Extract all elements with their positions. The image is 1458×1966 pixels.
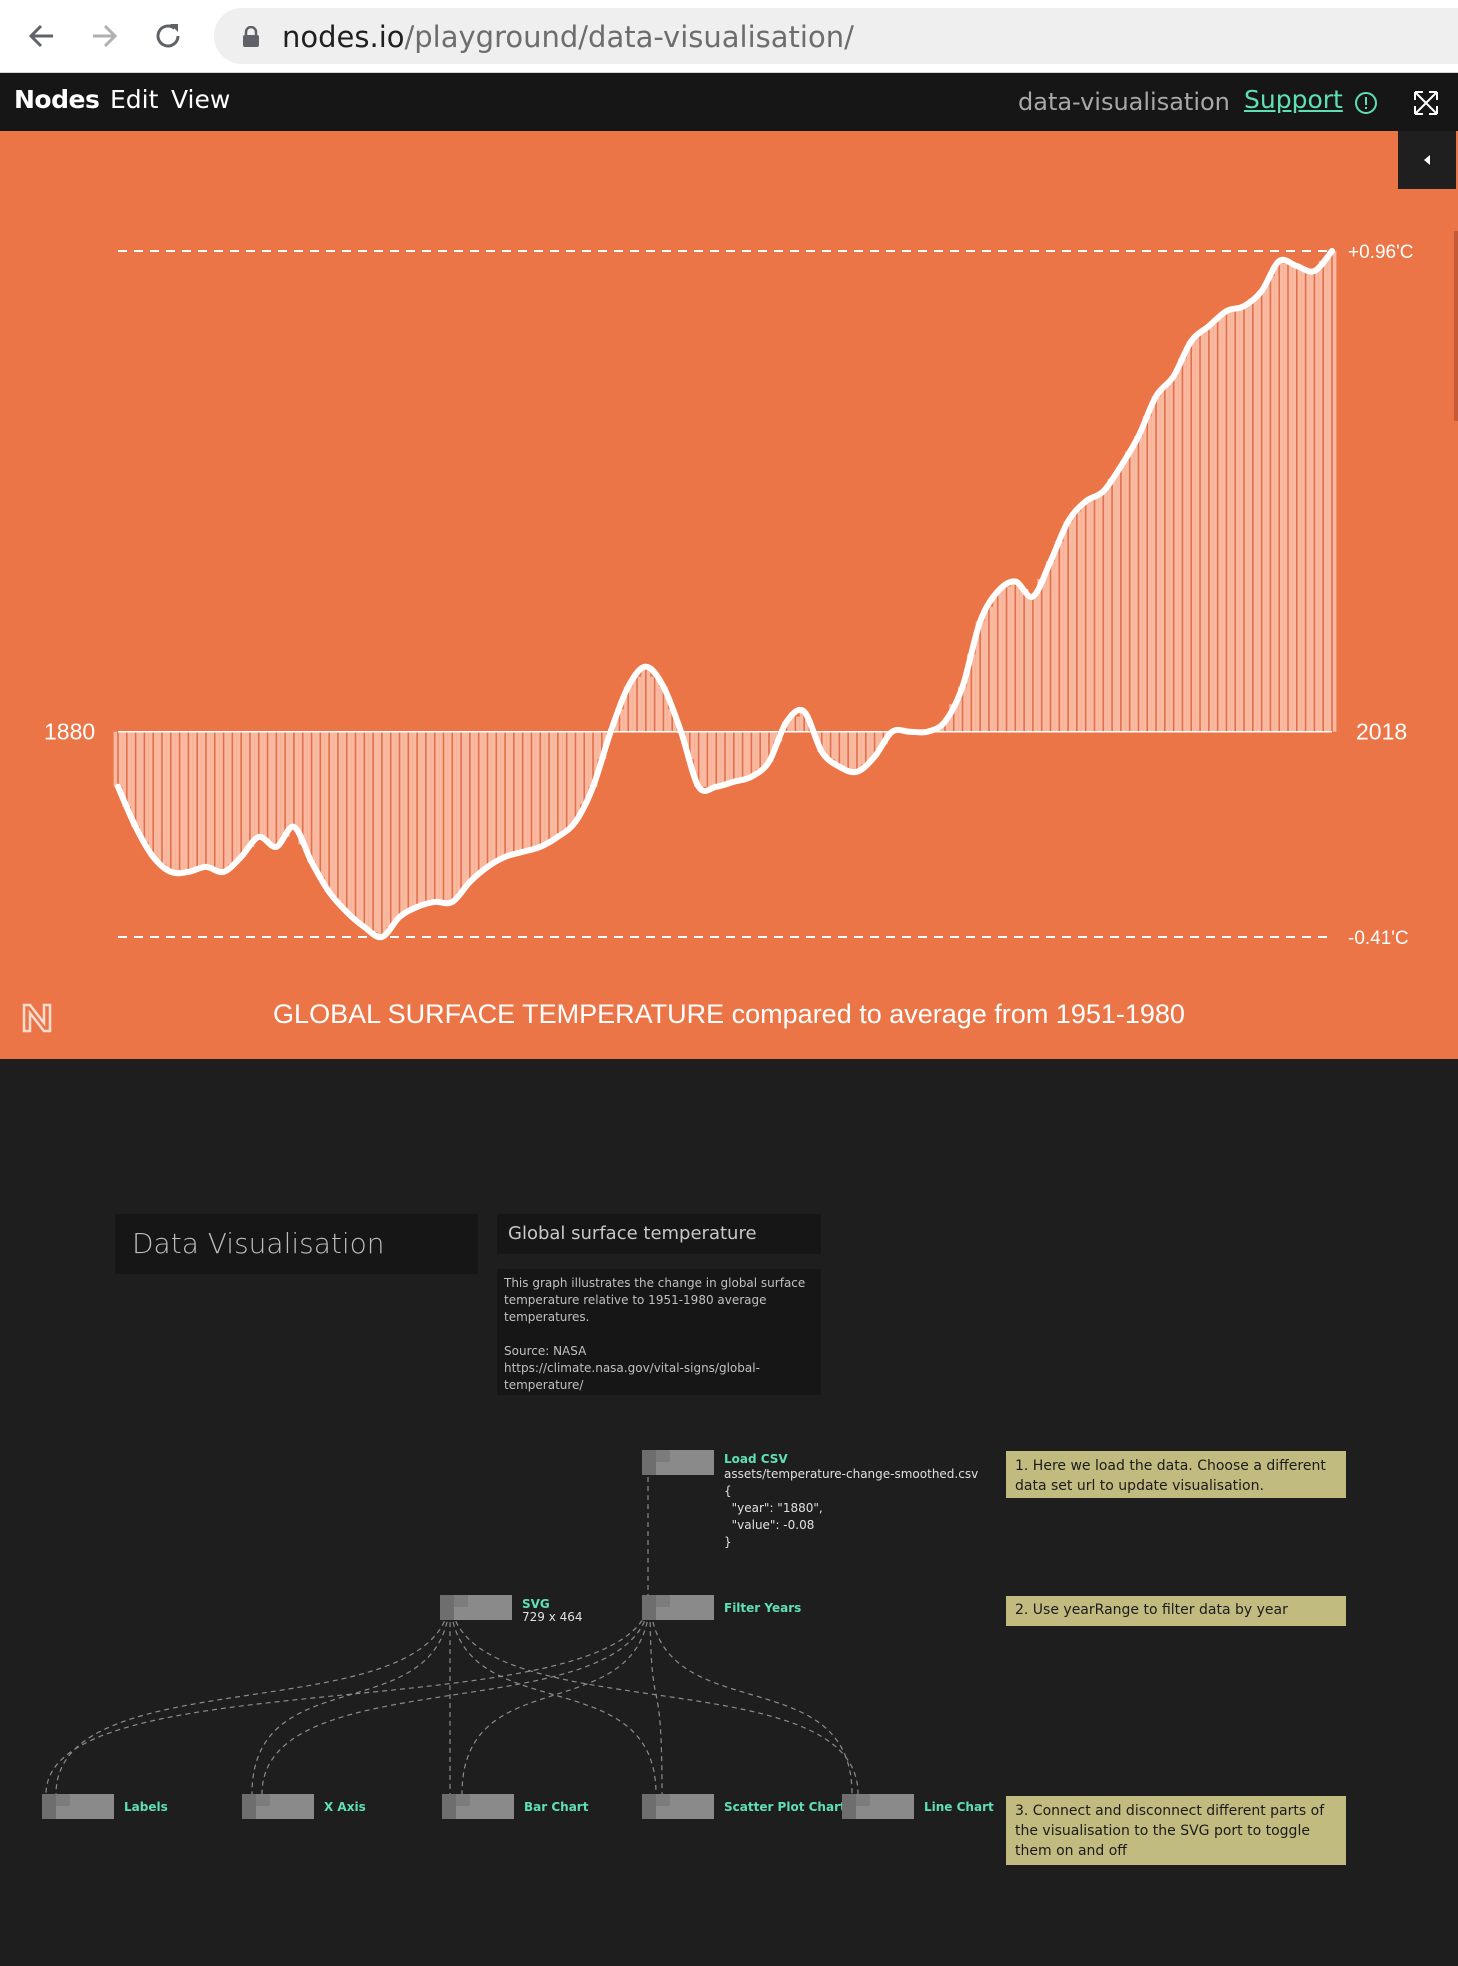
node-filter-years-label: Filter Years (724, 1601, 802, 1615)
brand-logo-text[interactable]: Nodes (14, 85, 100, 114)
node-wire (461, 1594, 651, 1795)
reload-icon (156, 24, 180, 48)
editor-title-card: Data Visualisation (115, 1214, 478, 1274)
series-line (115, 248, 1335, 941)
url-host: nodes.io (282, 20, 405, 54)
node-wire (55, 1594, 451, 1795)
node-labels-label: Labels (124, 1800, 168, 1814)
caret-left-icon (1424, 155, 1430, 165)
note-filter: 2. Use yearRange to filter data by year (1006, 1596, 1346, 1626)
reload-button[interactable] (146, 14, 190, 58)
max-label: +0.96'C (1348, 242, 1413, 263)
node-load-csv-label: Load CSV (724, 1452, 788, 1466)
menu-view[interactable]: View (171, 85, 231, 114)
editor-subtitle-card: Global surface temperature (497, 1214, 821, 1254)
node-wire (649, 1594, 853, 1795)
arrow-left-icon (28, 24, 53, 48)
editor-description-card: This graph illustrates the change in glo… (497, 1269, 821, 1395)
note-connect: 3. Connect and disconnect different part… (1006, 1796, 1346, 1865)
url-text: nodes.io/playground/data-visualisation/ (282, 20, 854, 54)
chart-panel: +0.96'C -0.41'C 1880 2018 GLOBAL SURFACE… (0, 131, 1458, 1059)
node-svg-label: SVG (522, 1597, 550, 1611)
support-link[interactable]: Support (1244, 85, 1343, 114)
node-line-chart-label: Line Chart (924, 1800, 994, 1814)
arrow-right-icon (93, 24, 118, 48)
back-button[interactable] (20, 14, 64, 58)
min-label: -0.41'C (1348, 928, 1409, 949)
description-text: This graph illustrates the change in glo… (504, 1276, 806, 1324)
node-wire (449, 1594, 657, 1795)
node-bar-chart-label: Bar Chart (524, 1800, 589, 1814)
forward-button[interactable] (82, 14, 126, 58)
node-svg-info: 729 x 464 (522, 1610, 583, 1624)
lock-icon (243, 26, 259, 47)
note-load-data: 1. Here we load the data. Choose a diffe… (1006, 1451, 1346, 1498)
source-text: Source: NASA (504, 1344, 587, 1358)
node-connections (45, 1477, 859, 1795)
fullscreen-icon[interactable] (1412, 89, 1440, 117)
chart-title: GLOBAL SURFACE TEMPERATURE compared to a… (273, 999, 1185, 1029)
info-icon[interactable] (1354, 91, 1378, 115)
app-header: Nodes Edit View data-visualisation Suppo… (0, 73, 1458, 131)
menu-edit[interactable]: Edit (110, 85, 159, 114)
node-scatter-plot-label: Scatter Plot Chart (724, 1800, 846, 1814)
scrollbar-thumb[interactable] (1454, 231, 1458, 421)
url-path: /playground/data-visualisation/ (404, 20, 854, 54)
nodes-logo-icon (22, 1003, 52, 1033)
x-end-label: 2018 (1356, 719, 1407, 745)
browser-toolbar: nodes.io/playground/data-visualisation/ (0, 0, 1458, 73)
source-url: https://climate.nasa.gov/vital-signs/glo… (504, 1361, 760, 1392)
temperature-chart: +0.96'C -0.41'C 1880 2018 (44, 242, 1413, 949)
node-wire (45, 1594, 651, 1795)
node-x-axis-label: X Axis (324, 1800, 366, 1814)
node-editor: Data Visualisation Global surface temper… (0, 1059, 1458, 1966)
x-start-label: 1880 (44, 719, 95, 745)
node-wire (649, 1594, 663, 1795)
collapse-panel-button[interactable] (1398, 131, 1456, 189)
address-bar[interactable]: nodes.io/playground/data-visualisation/ (214, 8, 1458, 64)
node-wire (261, 1594, 651, 1795)
node-wire (449, 1594, 859, 1795)
node-load-csv-info: assets/temperature-change-smoothed.csv {… (724, 1467, 979, 1549)
project-name: data-visualisation (1018, 88, 1230, 116)
